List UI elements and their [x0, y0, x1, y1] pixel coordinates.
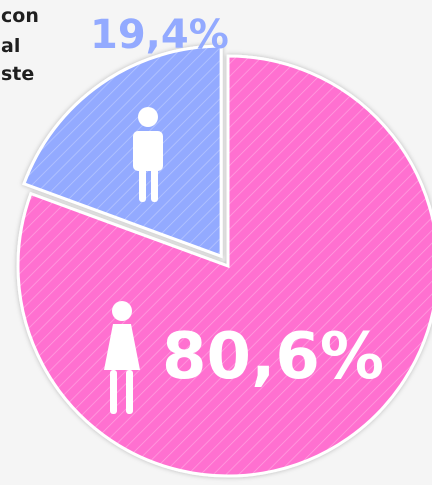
- header-line-3: ste: [1, 63, 34, 85]
- header-line-1: con: [1, 5, 39, 27]
- slice-label-female: 80,6%: [162, 320, 384, 394]
- pie-slice-female-hatch: [18, 56, 432, 476]
- pie-slice-female: [16, 54, 432, 478]
- female-icon: [104, 301, 140, 414]
- pie-slice-male-hatch: [23, 46, 222, 257]
- male-icon: [133, 107, 163, 202]
- slice-label-male: 19,4%: [90, 12, 229, 58]
- header-line-2: al: [1, 35, 20, 57]
- header-fragment: con al ste: [1, 5, 39, 85]
- pie-slice-male: [22, 44, 223, 259]
- pie-slices: [16, 44, 432, 478]
